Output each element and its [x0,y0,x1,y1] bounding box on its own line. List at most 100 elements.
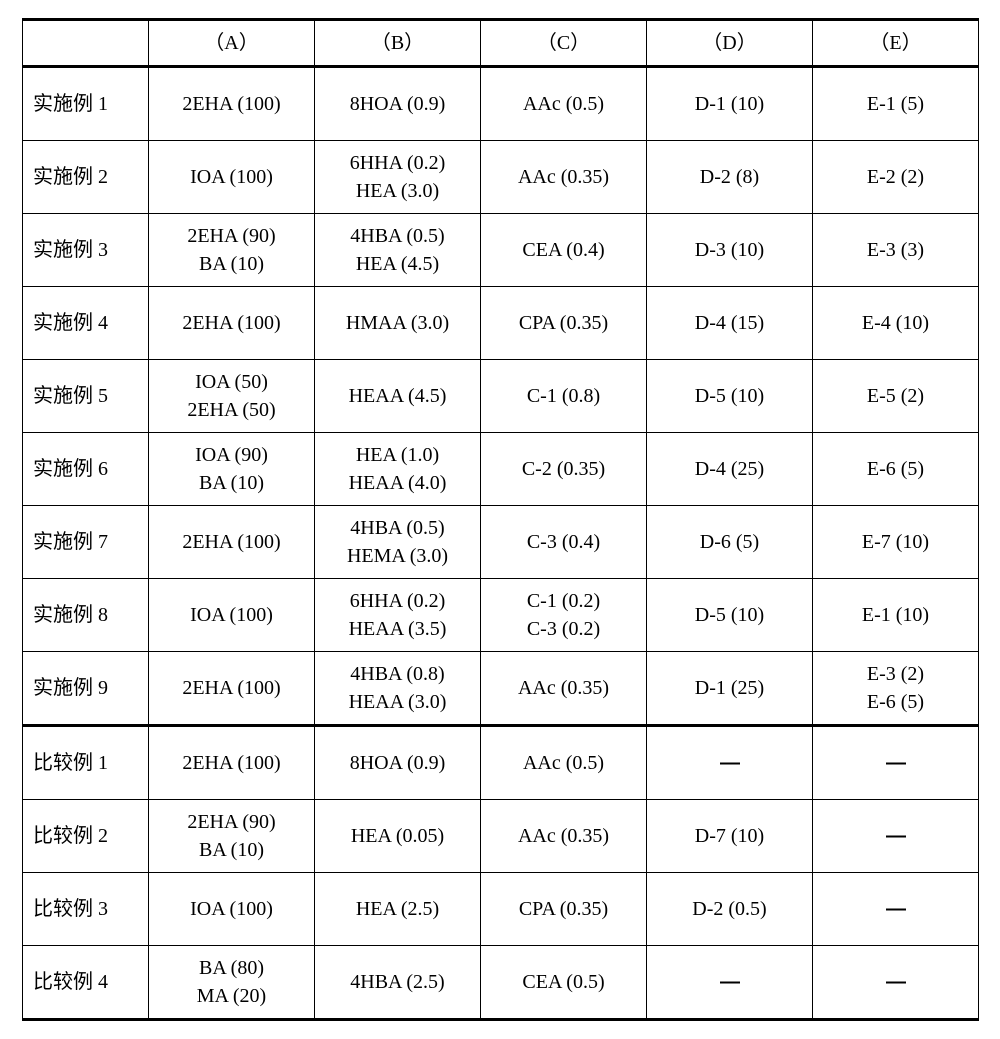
cell-value: 2EHA (50) [153,396,310,424]
cell-e: E-2 (2) [813,141,979,214]
cell-value: D-4 (25) [651,455,808,483]
cell-value: D-2 (8) [651,163,808,191]
page: （A） （B） （C） （D） （E） 实施例 12EHA (100)8HOA … [0,0,1000,1039]
cell-d: D-4 (15) [647,287,813,360]
cell-d: D-3 (10) [647,214,813,287]
cell-value: MA (20) [153,982,310,1010]
cell-value: 2EHA (90) [153,808,310,836]
cell-e: E-1 (10) [813,579,979,652]
cell-value: — [817,968,974,996]
table-row: 实施例 42EHA (100)HMAA (3.0)CPA (0.35)D-4 (… [23,287,979,360]
cell-value: E-3 (2) [817,660,974,688]
cell-value: CPA (0.35) [485,309,642,337]
cell-c: CEA (0.4) [481,214,647,287]
cell-value: HEAA (3.5) [319,615,476,643]
row-label: 实施例 8 [23,579,149,652]
col-header-b: （B） [315,20,481,67]
cell-value: AAc (0.5) [485,90,642,118]
cell-value: E-6 (5) [817,455,974,483]
cell-c: AAc (0.35) [481,141,647,214]
table-body: 实施例 12EHA (100)8HOA (0.9)AAc (0.5)D-1 (1… [23,67,979,1020]
cell-value: — [651,968,808,996]
cell-a: 2EHA (100) [149,652,315,726]
table-row: 实施例 8IOA (100)6HHA (0.2)HEAA (3.5)C-1 (0… [23,579,979,652]
cell-b: HEA (0.05) [315,800,481,873]
cell-b: 8HOA (0.9) [315,67,481,141]
cell-a: IOA (90)BA (10) [149,433,315,506]
cell-e: — [813,946,979,1020]
cell-value: HMAA (3.0) [319,309,476,337]
cell-e: E-1 (5) [813,67,979,141]
cell-value: 2EHA (100) [153,528,310,556]
row-label: 比较例 4 [23,946,149,1020]
cell-c: C-1 (0.2)C-3 (0.2) [481,579,647,652]
cell-d: D-4 (25) [647,433,813,506]
cell-c: CEA (0.5) [481,946,647,1020]
cell-value: HEAA (4.5) [319,382,476,410]
cell-value: HEA (4.5) [319,250,476,278]
row-label: 实施例 7 [23,506,149,579]
cell-a: IOA (100) [149,873,315,946]
cell-c: AAc (0.5) [481,726,647,800]
cell-value: IOA (90) [153,441,310,469]
cell-value: D-5 (10) [651,382,808,410]
cell-value: E-7 (10) [817,528,974,556]
cell-value: D-1 (10) [651,90,808,118]
cell-value: C-1 (0.8) [485,382,642,410]
cell-e: E-3 (3) [813,214,979,287]
cell-e: E-3 (2)E-6 (5) [813,652,979,726]
cell-value: 4HBA (0.5) [319,514,476,542]
cell-b: 6HHA (0.2)HEAA (3.5) [315,579,481,652]
cell-value: IOA (50) [153,368,310,396]
row-label: 实施例 6 [23,433,149,506]
cell-c: AAc (0.5) [481,67,647,141]
col-header-c: （C） [481,20,647,67]
cell-c: CPA (0.35) [481,873,647,946]
cell-d: D-5 (10) [647,579,813,652]
row-label: 实施例 5 [23,360,149,433]
cell-value: D-6 (5) [651,528,808,556]
cell-value: 4HBA (0.8) [319,660,476,688]
cell-value: C-2 (0.35) [485,455,642,483]
table-row: 实施例 72EHA (100)4HBA (0.5)HEMA (3.0)C-3 (… [23,506,979,579]
cell-e: — [813,800,979,873]
table-row: 实施例 12EHA (100)8HOA (0.9)AAc (0.5) D-1 (1… [23,67,979,141]
cell-e: — [813,873,979,946]
table-header-row: （A） （B） （C） （D） （E） [23,20,979,67]
cell-value: 2EHA (100) [153,309,310,337]
cell-value: AAc (0.35) [485,163,642,191]
cell-value: IOA (100) [153,601,310,629]
cell-value: HEA (0.05) [319,822,476,850]
cell-value: D-5 (10) [651,601,808,629]
table-row: 实施例 6IOA (90)BA (10)HEA (1.0)HEAA (4.0)C… [23,433,979,506]
cell-value: E-1 (5) [817,90,974,118]
row-label: 实施例 2 [23,141,149,214]
cell-value: C-3 (0.2) [485,615,642,643]
cell-a: 2EHA (100) [149,726,315,800]
cell-value: E-2 (2) [817,163,974,191]
cell-value: IOA (100) [153,895,310,923]
cell-value: 6HHA (0.2) [319,149,476,177]
cell-value: BA (10) [153,250,310,278]
cell-value: 2EHA (100) [153,674,310,702]
cell-d: D-1 (10) [647,67,813,141]
cell-value: D-7 (10) [651,822,808,850]
row-label: 实施例 1 [23,67,149,141]
cell-value: C-3 (0.4) [485,528,642,556]
cell-value: E-3 (3) [817,236,974,264]
cell-a: 2EHA (100) [149,506,315,579]
cell-c: CPA (0.35) [481,287,647,360]
cell-value: IOA (100) [153,163,310,191]
cell-c: C-3 (0.4) [481,506,647,579]
cell-b: 4HBA (0.8)HEAA (3.0) [315,652,481,726]
cell-e: E-4 (10) [813,287,979,360]
cell-a: 2EHA (90)BA (10) [149,214,315,287]
row-label: 实施例 3 [23,214,149,287]
cell-value: C-1 (0.2) [485,587,642,615]
cell-b: 4HBA (0.5)HEMA (3.0) [315,506,481,579]
cell-value: D-3 (10) [651,236,808,264]
cell-a: 2EHA (100) [149,67,315,141]
cell-b: 4HBA (0.5)HEA (4.5) [315,214,481,287]
table-row: 比较例 4BA (80)MA (20)4HBA (2.5)CEA (0.5)—— [23,946,979,1020]
cell-value: 6HHA (0.2) [319,587,476,615]
